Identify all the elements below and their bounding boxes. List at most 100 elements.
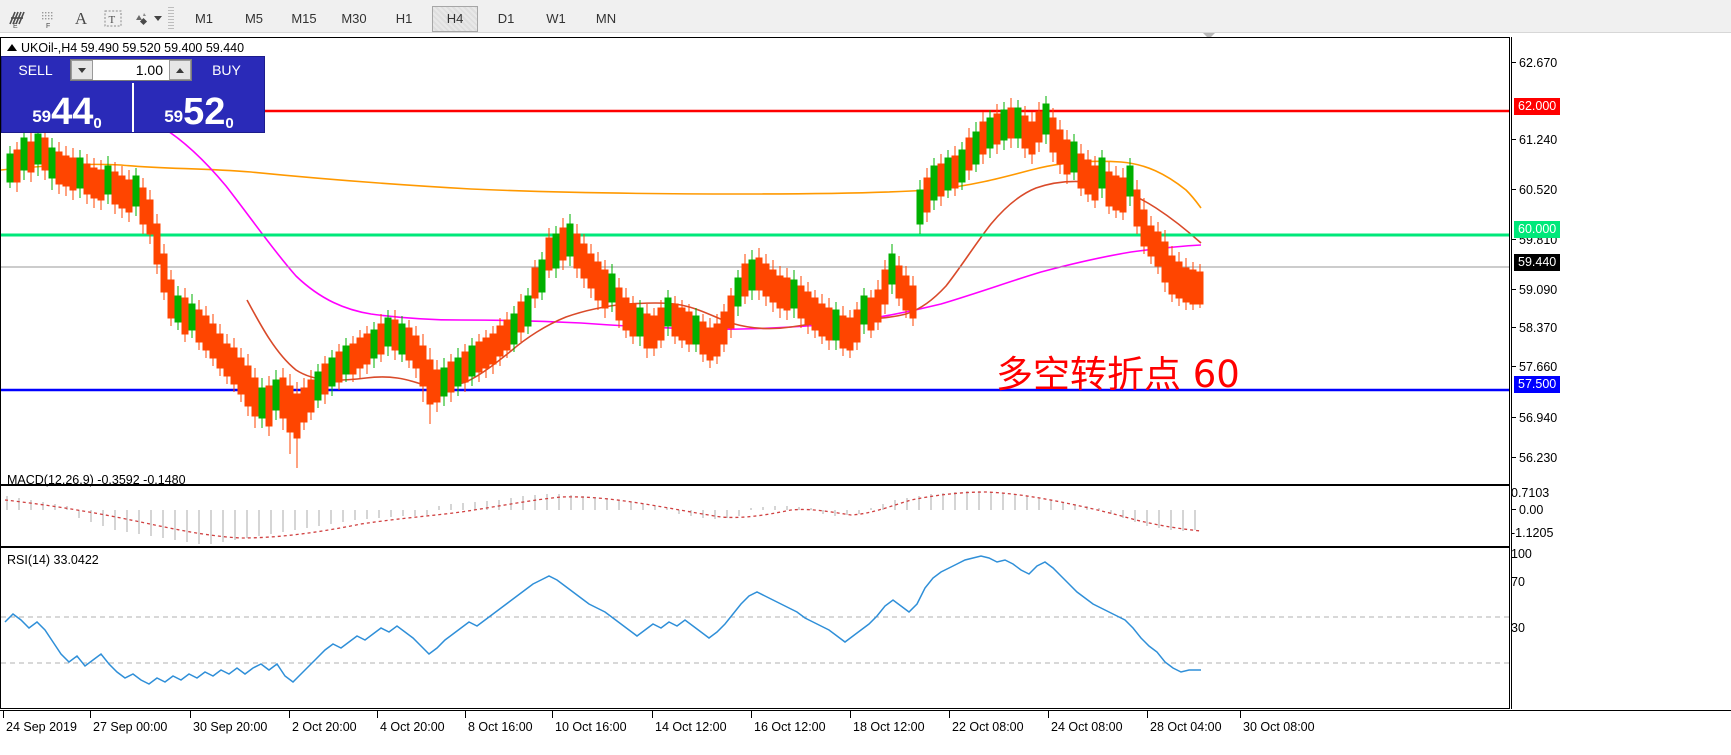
one-click-trading-panel[interactable]: SELL 1.00 BUY 59 44 0 59 52 0: [2, 57, 264, 132]
order-panel-header: SELL 1.00 BUY: [2, 57, 264, 83]
time-label: 4 Oct 20:00: [380, 720, 445, 734]
text-label-icon[interactable]: T: [98, 6, 128, 32]
price-tick: 62.670: [1511, 56, 1557, 70]
time-tick: [377, 711, 378, 718]
order-panel-quotes: 59 44 0 59 52 0: [2, 83, 264, 132]
macd-signal-line: [4, 491, 1202, 539]
sell-button[interactable]: 59 44 0: [2, 83, 134, 132]
toolbar-gripper[interactable]: [168, 6, 174, 31]
sell-price-fraction: 0: [93, 115, 102, 132]
timeframe-m1[interactable]: M1: [194, 11, 214, 26]
svg-text:E: E: [13, 23, 18, 28]
timeframe-h4[interactable]: H4: [432, 5, 478, 32]
macd-pane[interactable]: MACD(12,26,9) -0.3592 -0.1480: [1, 473, 1509, 548]
time-tick: [850, 711, 851, 718]
time-label: 24 Oct 08:00: [1051, 720, 1123, 734]
timeframe-d1[interactable]: D1: [497, 11, 515, 26]
time-label: 14 Oct 12:00: [655, 720, 727, 734]
rsi-scale-tick: 100: [1511, 547, 1532, 561]
volume-input[interactable]: 1.00: [70, 59, 192, 81]
svg-text:F: F: [46, 23, 50, 28]
time-tick: [552, 711, 553, 718]
time-tick: [949, 711, 950, 718]
macd-scale-tick: 0.00: [1511, 503, 1543, 517]
collapse-arrow-icon[interactable]: [7, 44, 17, 51]
timeframe-mn[interactable]: MN: [595, 11, 617, 26]
volume-value[interactable]: 1.00: [135, 62, 163, 78]
chart-toolbar: E F A T: [0, 5, 1731, 33]
macd-scale-tick: -1.1205: [1511, 526, 1554, 540]
sell-price-pips: 44: [51, 91, 94, 133]
buy-button[interactable]: 59 52 0: [134, 83, 264, 132]
volume-increment-button[interactable]: [169, 60, 191, 80]
buy-button-label[interactable]: BUY: [212, 62, 241, 78]
time-label: 16 Oct 12:00: [754, 720, 826, 734]
time-label: 2 Oct 20:00: [292, 720, 357, 734]
indicators-icon[interactable]: F: [34, 6, 64, 32]
timeframe-w1[interactable]: W1: [546, 11, 566, 26]
time-tick: [190, 711, 191, 718]
rsi-scale-tick: 30: [1511, 621, 1525, 635]
price-tick: 57.660: [1511, 360, 1557, 374]
chevron-down-icon: [78, 67, 86, 73]
chart-annotation-text: 多空转折点 60: [996, 353, 1240, 396]
time-tick: [3, 711, 4, 718]
current-price-label: 59.440: [1514, 254, 1561, 271]
price-tick: 60.520: [1511, 183, 1557, 197]
buy-price-integer: 59: [164, 107, 184, 126]
price-plot: [0, 96, 1509, 468]
price-tick: 61.240: [1511, 133, 1557, 147]
sell-button-label[interactable]: SELL: [18, 62, 53, 78]
timeframe-m15[interactable]: M15: [291, 11, 317, 26]
macd-scale-tick: 0.7103: [1511, 486, 1550, 500]
time-tick: [1240, 711, 1241, 718]
pivot-level-label[interactable]: 60.000: [1514, 221, 1561, 238]
rsi-scale-tick: 70: [1511, 575, 1525, 589]
rsi-pane[interactable]: RSI(14) 33.0422: [1, 550, 1509, 708]
expert-advisors-icon[interactable]: E: [2, 6, 32, 32]
rsi-label: RSI(14) 33.0422: [7, 553, 99, 567]
time-scale[interactable]: 24 Sep 2019 27 Sep 00:00 30 Sep 20:00 2 …: [0, 710, 1731, 755]
chevron-down-icon[interactable]: [154, 16, 162, 21]
rsi-plot: [1, 555, 1509, 685]
time-label: 24 Sep 2019: [6, 720, 77, 734]
time-tick: [1048, 711, 1049, 718]
time-label: 18 Oct 12:00: [853, 720, 925, 734]
volume-decrement-button[interactable]: [71, 60, 93, 80]
time-label: 22 Oct 08:00: [952, 720, 1024, 734]
timeframe-m5[interactable]: M5: [244, 11, 264, 26]
chart-area[interactable]: UKOil-,H4 59.490 59.520 59.400 59.440: [0, 37, 1510, 709]
text-tool-icon[interactable]: A: [74, 8, 88, 28]
time-tick: [465, 711, 466, 718]
rsi-line: [4, 555, 1201, 685]
timeframe-m30[interactable]: M30: [341, 11, 367, 26]
timeframe-h1[interactable]: H1: [395, 11, 413, 26]
time-tick: [90, 711, 91, 718]
price-tick: 59.090: [1511, 283, 1557, 297]
time-label: 28 Oct 04:00: [1150, 720, 1222, 734]
chevron-up-icon: [176, 67, 184, 73]
time-label: 30 Sep 20:00: [193, 720, 268, 734]
buy-price-fraction: 0: [225, 115, 234, 132]
time-tick: [652, 711, 653, 718]
objects-icon[interactable]: [130, 6, 164, 32]
price-tick: 56.940: [1511, 411, 1557, 425]
price-scale-divider: [1511, 37, 1512, 709]
time-label: 10 Oct 16:00: [555, 720, 627, 734]
macd-plot: [4, 491, 1202, 544]
time-tick: [1147, 711, 1148, 718]
time-tick: [751, 711, 752, 718]
sell-price-integer: 59: [32, 107, 52, 126]
price-scale[interactable]: 62.670 61.240 60.520 59.810 59.090 58.37…: [1511, 37, 1731, 709]
buy-price-pips: 52: [183, 91, 226, 133]
time-label: 30 Oct 08:00: [1243, 720, 1315, 734]
price-tick: 56.230: [1511, 451, 1557, 465]
ma-orange-line: [0, 160, 1202, 209]
candlestick-series: [6, 96, 1204, 468]
support-level-label[interactable]: 57.500: [1514, 376, 1561, 393]
resistance-level-label[interactable]: 62.000: [1514, 98, 1561, 115]
time-label: 8 Oct 16:00: [468, 720, 533, 734]
chart-scroll-marker[interactable]: [1203, 33, 1215, 39]
price-tick: 58.370: [1511, 321, 1557, 335]
